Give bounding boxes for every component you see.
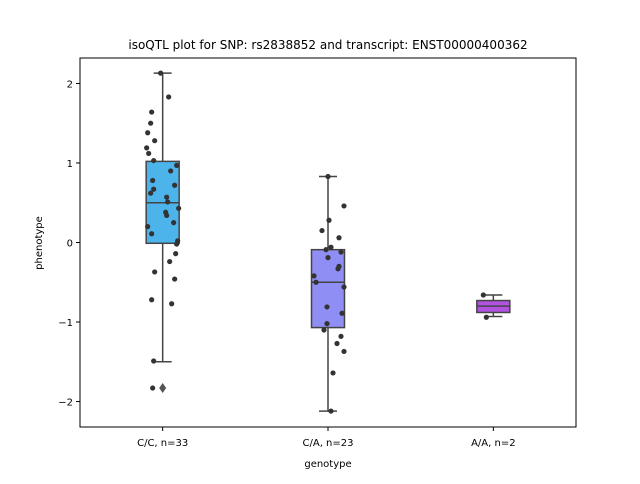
plot-area [144,70,511,414]
y-axis-label: phenotype [34,216,45,270]
data-point [483,314,489,320]
outlier-marker [159,383,167,394]
data-point [176,205,182,211]
x-tick-label: A/A, n=2 [471,438,516,449]
data-point [328,244,334,250]
data-point [151,157,157,164]
box-group [476,294,511,318]
data-point [341,284,347,290]
data-point [151,186,157,192]
data-point [341,348,347,355]
data-point [149,231,155,237]
data-point [172,276,178,282]
data-point [339,310,345,316]
strip-points [311,173,347,414]
y-tick-label: 0 [67,239,73,250]
data-point [323,247,329,253]
data-point [338,249,344,255]
data-point [330,370,336,376]
data-point [158,70,164,76]
data-point [341,203,347,209]
data-point [166,94,172,100]
y-axis: −2 −1 0 1 2 [58,79,80,409]
x-axis: C/C, n=33 C/A, n=23 A/A, n=2 [137,427,516,449]
data-point [164,194,170,200]
box-group [145,72,180,394]
data-point [169,301,175,307]
data-point [313,279,319,285]
data-point [149,109,155,115]
data-point [335,266,341,272]
data-point [148,120,154,126]
data-point [152,269,158,275]
data-point [174,241,180,247]
data-point [334,340,340,347]
data-point [145,223,151,230]
data-point [480,292,486,298]
data-point [151,358,157,364]
data-point [338,333,344,339]
data-point [326,217,332,223]
data-point [173,251,179,257]
strip-points [480,292,489,320]
iqr-box [310,248,346,329]
data-point [164,212,170,219]
data-point [150,177,156,184]
chart-title: isoQTL plot for SNP: rs2838852 and trans… [128,38,527,52]
data-point [145,130,151,136]
data-point [148,190,154,196]
data-point [150,385,156,391]
y-tick-label: 1 [67,159,73,170]
data-point [325,173,331,180]
data-point [336,235,342,241]
data-point [328,408,334,414]
data-point [144,145,150,151]
data-point [319,227,325,234]
data-point [149,297,155,303]
data-point [146,150,152,157]
data-point [325,255,331,261]
box-group [310,175,346,412]
data-point [324,321,330,327]
data-point [167,258,173,265]
y-tick-label: −1 [58,318,73,329]
data-point [171,220,177,226]
data-point [172,182,178,188]
y-tick-label: −2 [58,398,73,409]
y-tick-label: 2 [67,79,73,90]
data-point [152,138,158,144]
data-point [324,304,330,310]
data-point [321,327,327,333]
data-point [165,199,171,205]
x-tick-label: C/A, n=23 [303,438,354,449]
data-point [311,273,317,279]
data-point [174,162,180,168]
x-tick-label: C/C, n=33 [137,438,188,449]
x-axis-label: genotype [304,459,351,470]
strip-points [144,70,182,391]
data-point [168,168,174,174]
